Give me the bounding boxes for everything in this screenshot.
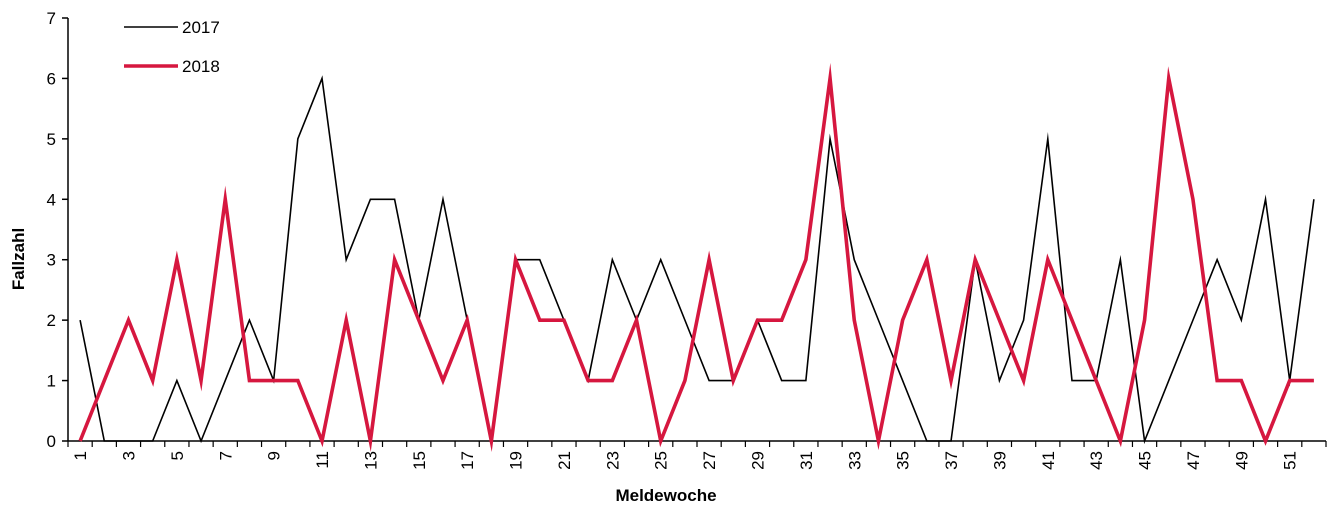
- y-tick-label: 6: [47, 69, 56, 88]
- x-tick-label: 1: [71, 451, 90, 460]
- y-tick-label: 1: [47, 372, 56, 391]
- axes: [67, 18, 1326, 442]
- x-tick-label: 19: [507, 451, 526, 470]
- x-tick-label: 37: [942, 451, 961, 470]
- x-tick-label: 29: [748, 451, 767, 470]
- series-line-2018: [78, 62, 1314, 452]
- x-tick-label: 43: [1087, 451, 1106, 470]
- y-tick-label: 0: [47, 432, 56, 451]
- x-tick-label: 41: [1039, 451, 1058, 470]
- y-tick-label: 7: [47, 9, 56, 28]
- x-tick-label: 23: [603, 451, 622, 470]
- x-tick-label: 7: [216, 451, 235, 460]
- x-tick-label: 3: [119, 451, 138, 460]
- x-tick-label: 39: [990, 451, 1009, 470]
- y-tick-label: 2: [47, 311, 56, 330]
- x-tick-label: 35: [894, 451, 913, 470]
- y-axis-ticks: 0 1 2 3 4 5 6 7: [47, 9, 68, 451]
- x-tick-label: 13: [361, 451, 380, 470]
- series-line-2017: [79, 75, 1315, 446]
- legend-label-2018: 2018: [182, 57, 220, 76]
- x-tick-label: 49: [1232, 451, 1251, 470]
- x-tick-label: 45: [1136, 451, 1155, 470]
- legend-label-2017: 2017: [182, 18, 220, 37]
- x-tick-label: 17: [458, 451, 477, 470]
- x-tick-label: 25: [652, 451, 671, 470]
- x-tick-label: 15: [410, 451, 429, 470]
- y-tick-label: 4: [47, 190, 56, 209]
- x-tick-label: 33: [845, 451, 864, 470]
- x-axis-ticks: 1 3 5 7 9 11 13 15 17 19 21 23 25 27 29 31 33 35 37 39 41 43 4…: [67, 441, 1327, 470]
- y-axis-title: Fallzahl: [9, 228, 28, 290]
- y-tick-label: 5: [47, 130, 56, 149]
- x-tick-label: 5: [168, 451, 187, 460]
- x-tick-label: 51: [1281, 451, 1300, 470]
- x-tick-label: 27: [700, 451, 719, 470]
- x-tick-label: 31: [797, 451, 816, 470]
- x-tick-label: 21: [555, 451, 574, 470]
- x-tick-label: 9: [265, 451, 284, 460]
- x-tick-label: 11: [313, 451, 332, 469]
- legend: 2017 2018: [124, 18, 220, 76]
- x-axis-title: Meldewoche: [615, 486, 716, 505]
- x-tick-label: 47: [1184, 451, 1203, 470]
- series-lines: [78, 62, 1315, 452]
- y-tick-label: 3: [47, 251, 56, 270]
